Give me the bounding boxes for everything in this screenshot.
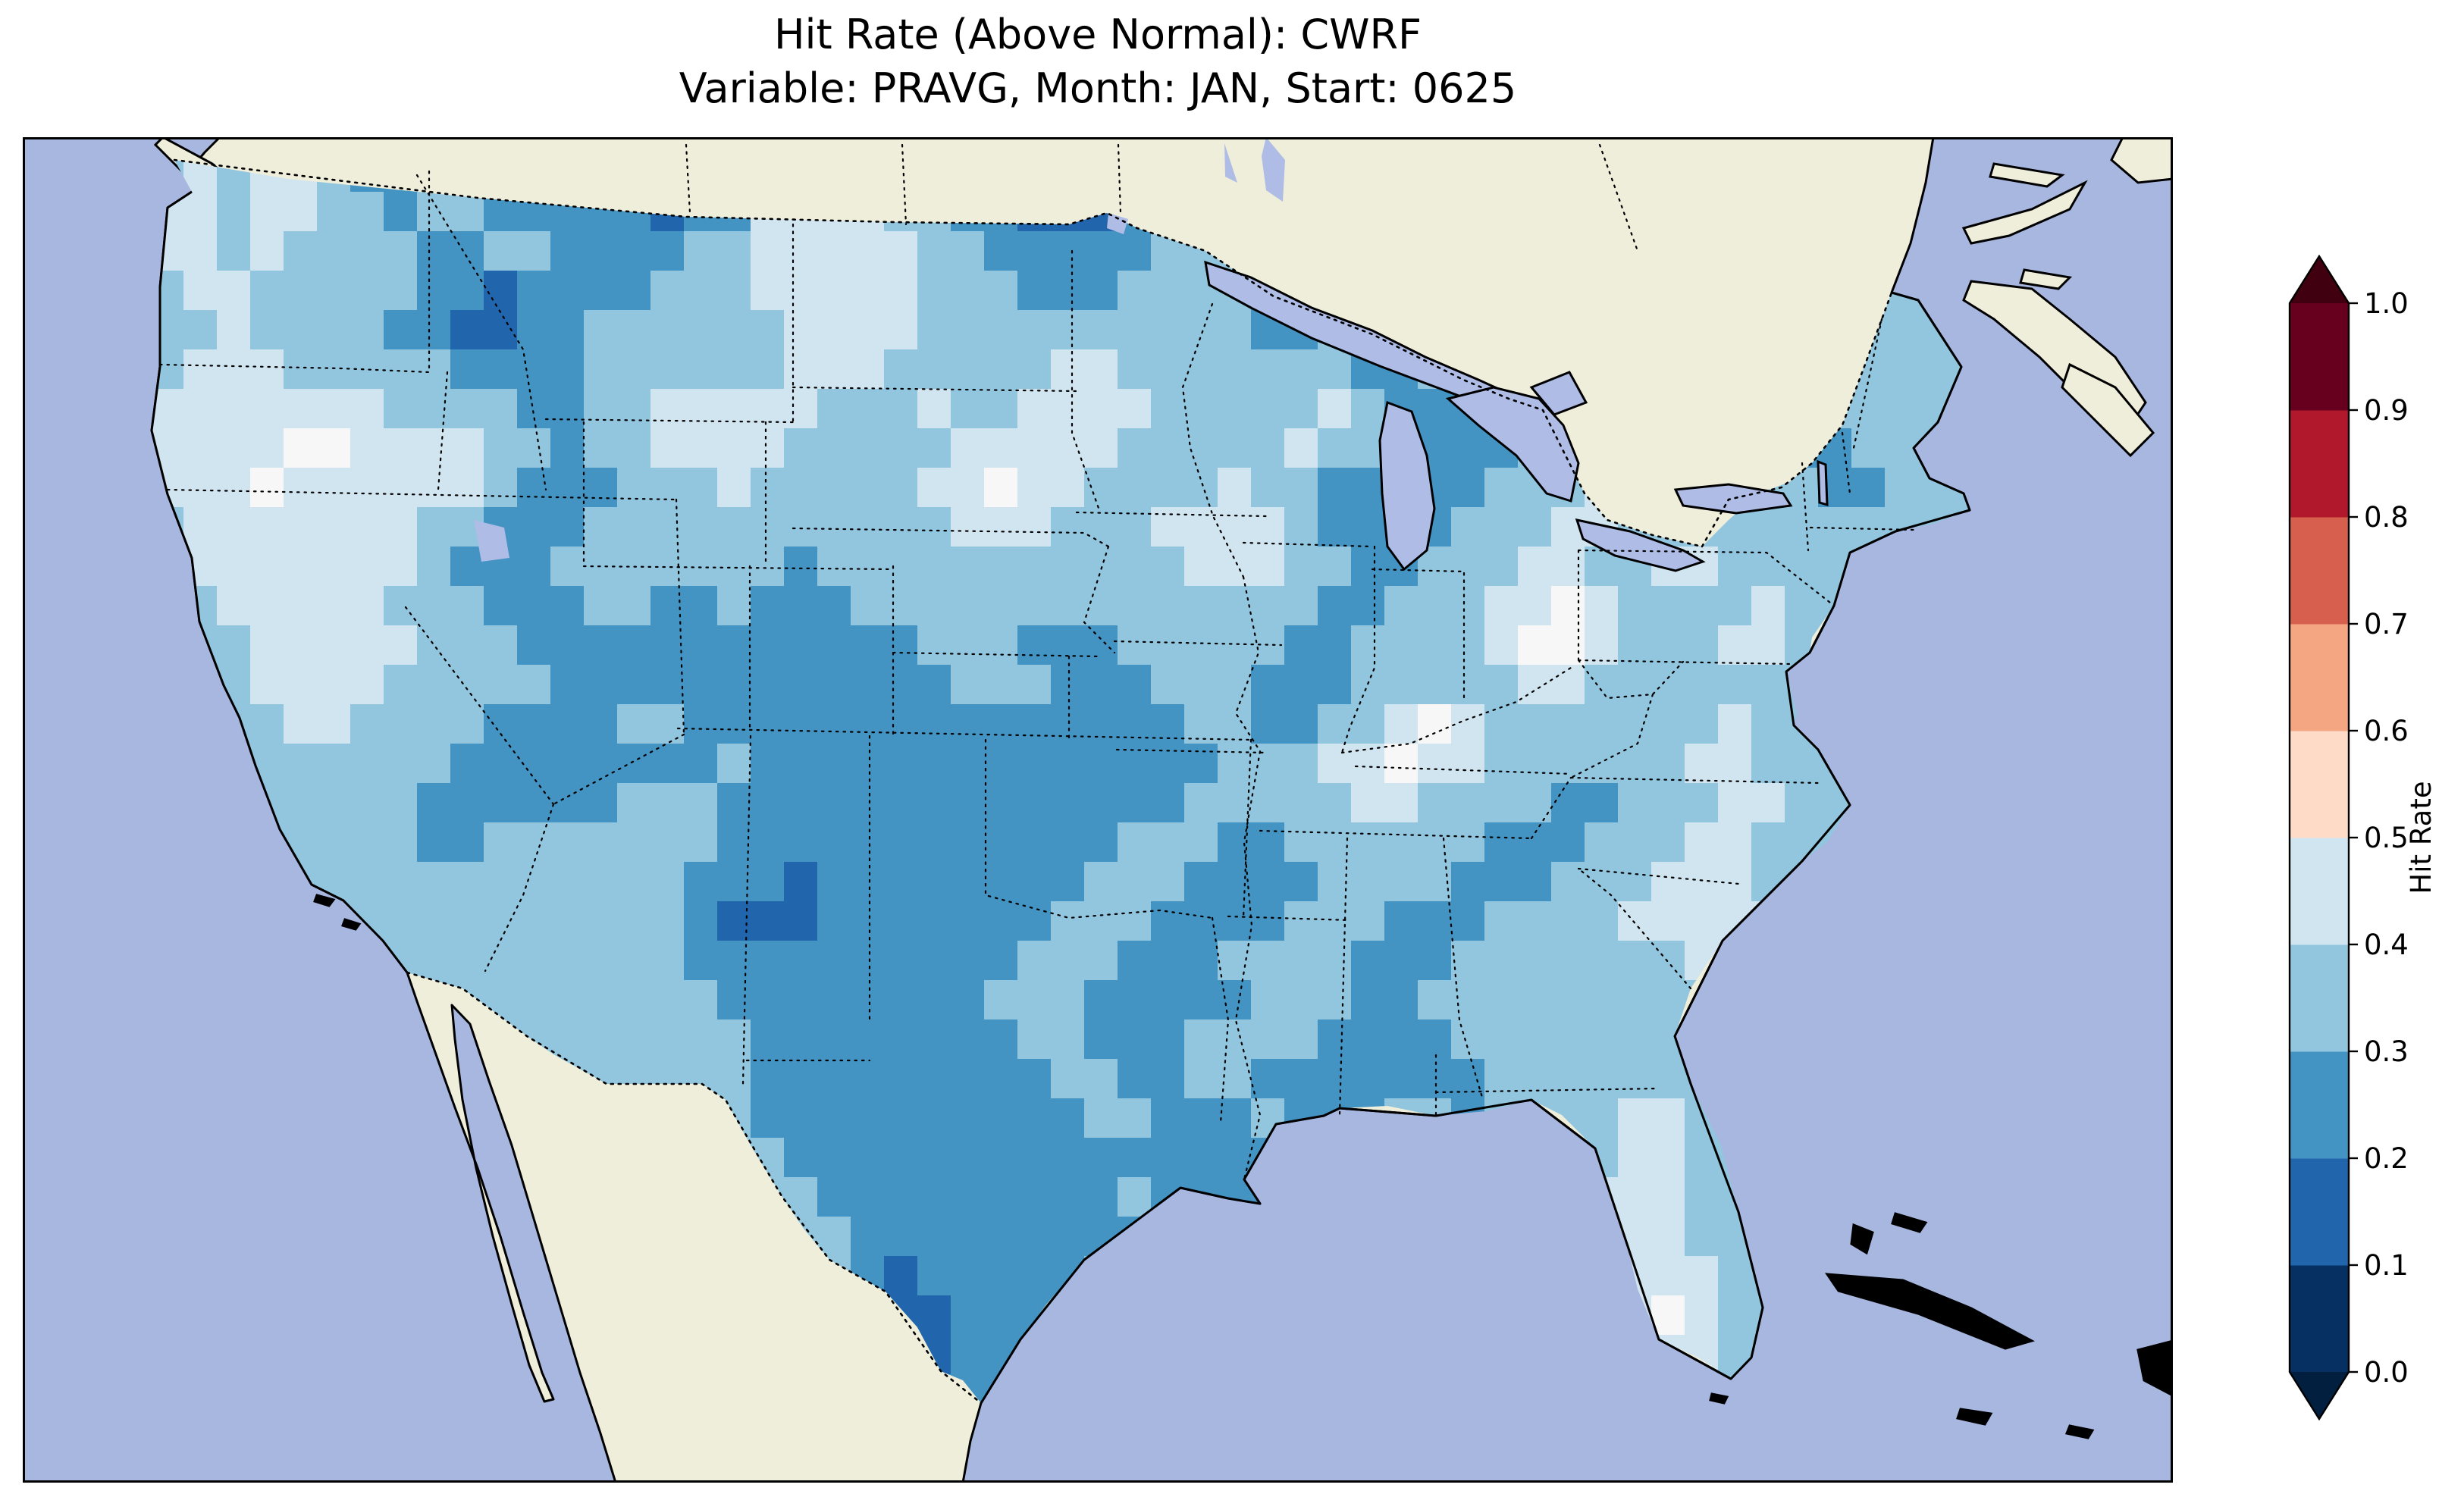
gaspe-peninsula xyxy=(1961,180,2088,245)
prince-edward-island xyxy=(2019,268,2073,290)
lake-champlain xyxy=(1817,459,1829,507)
colorbar-over-arrow xyxy=(2290,256,2349,303)
colorbar-tick-label: 0.8 xyxy=(2364,501,2409,534)
us-map-axes xyxy=(23,137,2173,1483)
colorbar-tick-label: 0.5 xyxy=(2364,822,2409,854)
colorbar: 0.0 0.1 0.2 0.3 0.4 0.5 0.6 0.7 0.8 0.9 1.0 Hit Ra… xyxy=(2288,254,2437,1421)
great-salt-lake xyxy=(474,520,509,562)
colorbar-tick-label: 0.3 xyxy=(2364,1035,2409,1068)
maritime-canada-group xyxy=(1961,137,2173,458)
bahamas-sliver xyxy=(1891,1212,1928,1233)
lake-winnipeg xyxy=(1262,137,1285,202)
figure-title-line1: Hit Rate (Above Normal): CWRF xyxy=(773,11,1422,58)
axes-frame xyxy=(23,137,2173,1483)
channel-island-2 xyxy=(341,918,362,931)
cuba xyxy=(1824,1273,2035,1350)
lake-ontario xyxy=(1673,483,1793,515)
newfoundland-corner xyxy=(2110,137,2173,184)
colorbar-tick-label: 0.7 xyxy=(2364,608,2409,641)
colorbar-tick-label: 1.0 xyxy=(2364,287,2409,320)
colorbar-under-arrow xyxy=(2290,1372,2349,1419)
figure-title-line2: Variable: PRAVG, Month: JAN, Start: 0625 xyxy=(679,64,1517,113)
state-borders xyxy=(158,143,1915,1181)
colorbar-ticks: 0.0 0.1 0.2 0.3 0.4 0.5 0.6 0.7 0.8 0.9 1.0 xyxy=(2349,287,2409,1389)
channel-island-1 xyxy=(313,894,336,907)
lake-huron xyxy=(1445,386,1580,503)
colorbar-tick-label: 0.6 xyxy=(2364,715,2409,747)
lake-michigan xyxy=(1378,400,1436,572)
nova-scotia-lobe xyxy=(2061,362,2155,458)
lakes-group xyxy=(1204,260,1829,572)
colorbar-tick-label: 0.4 xyxy=(2364,929,2409,961)
conus-coastline xyxy=(150,190,1971,1404)
international-borders xyxy=(173,158,1893,1405)
colorbar-tick-label: 0.0 xyxy=(2364,1356,2409,1389)
lake-erie xyxy=(1575,518,1706,572)
caribbean-islands-group xyxy=(313,894,2173,1439)
figure-title: Hit Rate (Above Normal): CWRF Variable: … xyxy=(23,8,2173,116)
keys-islet-1 xyxy=(1709,1392,1729,1405)
colorbar-bands xyxy=(2290,303,2349,1373)
andros-island xyxy=(1850,1223,1874,1255)
jamaica xyxy=(1956,1408,1993,1426)
lake-of-the-woods xyxy=(1107,213,1128,234)
colorbar-tick-label: 0.2 xyxy=(2364,1142,2409,1175)
colorbar-tick-label: 0.1 xyxy=(2364,1249,2409,1282)
minor-lakes-group xyxy=(474,137,1285,562)
lake-manitoba xyxy=(1224,143,1237,183)
hispaniola-edge xyxy=(2136,1339,2173,1397)
small-islet-se xyxy=(2064,1424,2095,1439)
anticosti-island xyxy=(1989,162,2065,188)
colorbar-axis-label: Hit Rate xyxy=(2405,781,2437,894)
georgian-bay xyxy=(1529,371,1588,416)
colorbar-tick-label: 0.9 xyxy=(2364,394,2409,427)
